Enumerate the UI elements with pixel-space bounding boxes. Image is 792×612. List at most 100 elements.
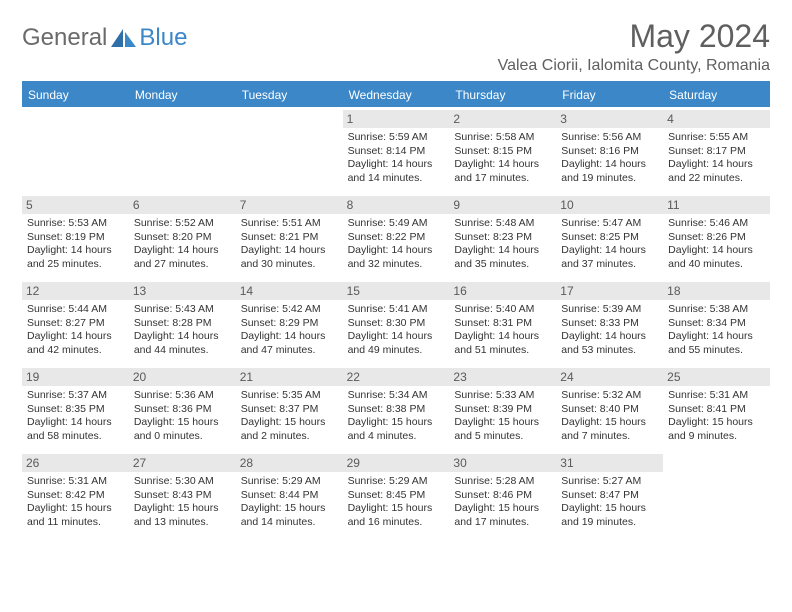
day-info: Sunrise: 5:43 AMSunset: 8:28 PMDaylight:… bbox=[134, 303, 231, 358]
day-info: Sunrise: 5:28 AMSunset: 8:46 PMDaylight:… bbox=[454, 475, 551, 530]
calendar-dow-header: Monday bbox=[129, 83, 236, 107]
daylight-line-2: and 58 minutes. bbox=[27, 430, 124, 444]
daylight-line-1: Daylight: 14 hours bbox=[348, 330, 445, 344]
calendar-day-cell: 14Sunrise: 5:42 AMSunset: 8:29 PMDayligh… bbox=[236, 279, 343, 365]
calendar-day-cell: 19Sunrise: 5:37 AMSunset: 8:35 PMDayligh… bbox=[22, 365, 129, 451]
sunrise-line: Sunrise: 5:44 AM bbox=[27, 303, 124, 317]
sunrise-line: Sunrise: 5:27 AM bbox=[561, 475, 658, 489]
calendar-dow-header: Wednesday bbox=[343, 83, 450, 107]
daylight-line-1: Daylight: 14 hours bbox=[134, 330, 231, 344]
day-number: 9 bbox=[449, 196, 556, 214]
daylight-line-1: Daylight: 14 hours bbox=[668, 244, 765, 258]
sunrise-line: Sunrise: 5:29 AM bbox=[348, 475, 445, 489]
day-number: 18 bbox=[663, 282, 770, 300]
daylight-line-1: Daylight: 14 hours bbox=[561, 244, 658, 258]
day-number: 31 bbox=[556, 454, 663, 472]
day-number: 28 bbox=[236, 454, 343, 472]
daylight-line-2: and 0 minutes. bbox=[134, 430, 231, 444]
day-info: Sunrise: 5:31 AMSunset: 8:42 PMDaylight:… bbox=[27, 475, 124, 530]
title-block: May 2024 Valea Ciorii, Ialomita County, … bbox=[498, 18, 770, 75]
day-info: Sunrise: 5:30 AMSunset: 8:43 PMDaylight:… bbox=[134, 475, 231, 530]
daylight-line-2: and 51 minutes. bbox=[454, 344, 551, 358]
calendar-day-cell: 29Sunrise: 5:29 AMSunset: 8:45 PMDayligh… bbox=[343, 451, 450, 537]
daylight-line-2: and 16 minutes. bbox=[348, 516, 445, 530]
day-number: 30 bbox=[449, 454, 556, 472]
daylight-line-2: and 40 minutes. bbox=[668, 258, 765, 272]
daylight-line-2: and 19 minutes. bbox=[561, 172, 658, 186]
day-info: Sunrise: 5:39 AMSunset: 8:33 PMDaylight:… bbox=[561, 303, 658, 358]
sunset-line: Sunset: 8:23 PM bbox=[454, 231, 551, 245]
daylight-line-1: Daylight: 15 hours bbox=[454, 416, 551, 430]
daylight-line-2: and 17 minutes. bbox=[454, 516, 551, 530]
calendar-day-cell: 15Sunrise: 5:41 AMSunset: 8:30 PMDayligh… bbox=[343, 279, 450, 365]
daylight-line-2: and 11 minutes. bbox=[27, 516, 124, 530]
day-info: Sunrise: 5:48 AMSunset: 8:23 PMDaylight:… bbox=[454, 217, 551, 272]
sunrise-line: Sunrise: 5:41 AM bbox=[348, 303, 445, 317]
sunrise-line: Sunrise: 5:48 AM bbox=[454, 217, 551, 231]
day-info: Sunrise: 5:58 AMSunset: 8:15 PMDaylight:… bbox=[454, 131, 551, 186]
daylight-line-1: Daylight: 14 hours bbox=[348, 158, 445, 172]
day-info: Sunrise: 5:37 AMSunset: 8:35 PMDaylight:… bbox=[27, 389, 124, 444]
calendar-day-cell: 10Sunrise: 5:47 AMSunset: 8:25 PMDayligh… bbox=[556, 193, 663, 279]
day-info: Sunrise: 5:29 AMSunset: 8:44 PMDaylight:… bbox=[241, 475, 338, 530]
day-info: Sunrise: 5:35 AMSunset: 8:37 PMDaylight:… bbox=[241, 389, 338, 444]
sunrise-line: Sunrise: 5:28 AM bbox=[454, 475, 551, 489]
day-number: 6 bbox=[129, 196, 236, 214]
day-number: 5 bbox=[22, 196, 129, 214]
daylight-line-1: Daylight: 14 hours bbox=[454, 158, 551, 172]
calendar-day-cell: 22Sunrise: 5:34 AMSunset: 8:38 PMDayligh… bbox=[343, 365, 450, 451]
day-info: Sunrise: 5:33 AMSunset: 8:39 PMDaylight:… bbox=[454, 389, 551, 444]
sunrise-line: Sunrise: 5:56 AM bbox=[561, 131, 658, 145]
day-info: Sunrise: 5:34 AMSunset: 8:38 PMDaylight:… bbox=[348, 389, 445, 444]
sunrise-line: Sunrise: 5:40 AM bbox=[454, 303, 551, 317]
calendar-day-cell: 2Sunrise: 5:58 AMSunset: 8:15 PMDaylight… bbox=[449, 107, 556, 193]
sunset-line: Sunset: 8:47 PM bbox=[561, 489, 658, 503]
daylight-line-1: Daylight: 15 hours bbox=[241, 502, 338, 516]
daylight-line-2: and 47 minutes. bbox=[241, 344, 338, 358]
daylight-line-1: Daylight: 15 hours bbox=[348, 502, 445, 516]
daylight-line-1: Daylight: 15 hours bbox=[348, 416, 445, 430]
daylight-line-1: Daylight: 15 hours bbox=[668, 416, 765, 430]
day-info: Sunrise: 5:53 AMSunset: 8:19 PMDaylight:… bbox=[27, 217, 124, 272]
day-info: Sunrise: 5:31 AMSunset: 8:41 PMDaylight:… bbox=[668, 389, 765, 444]
daylight-line-1: Daylight: 14 hours bbox=[348, 244, 445, 258]
sunrise-line: Sunrise: 5:34 AM bbox=[348, 389, 445, 403]
day-info: Sunrise: 5:56 AMSunset: 8:16 PMDaylight:… bbox=[561, 131, 658, 186]
daylight-line-2: and 49 minutes. bbox=[348, 344, 445, 358]
sunrise-line: Sunrise: 5:53 AM bbox=[27, 217, 124, 231]
daylight-line-1: Daylight: 14 hours bbox=[134, 244, 231, 258]
calendar-dow-header: Sunday bbox=[22, 83, 129, 107]
daylight-line-2: and 35 minutes. bbox=[454, 258, 551, 272]
sunset-line: Sunset: 8:38 PM bbox=[348, 403, 445, 417]
sunset-line: Sunset: 8:31 PM bbox=[454, 317, 551, 331]
day-number: 1 bbox=[343, 110, 450, 128]
calendar-empty-cell bbox=[236, 107, 343, 193]
daylight-line-2: and 55 minutes. bbox=[668, 344, 765, 358]
daylight-line-2: and 5 minutes. bbox=[454, 430, 551, 444]
sunset-line: Sunset: 8:21 PM bbox=[241, 231, 338, 245]
sunrise-line: Sunrise: 5:58 AM bbox=[454, 131, 551, 145]
calendar-day-cell: 4Sunrise: 5:55 AMSunset: 8:17 PMDaylight… bbox=[663, 107, 770, 193]
sunset-line: Sunset: 8:22 PM bbox=[348, 231, 445, 245]
sunrise-line: Sunrise: 5:30 AM bbox=[134, 475, 231, 489]
day-info: Sunrise: 5:29 AMSunset: 8:45 PMDaylight:… bbox=[348, 475, 445, 530]
sunset-line: Sunset: 8:19 PM bbox=[27, 231, 124, 245]
day-number: 15 bbox=[343, 282, 450, 300]
sunrise-line: Sunrise: 5:33 AM bbox=[454, 389, 551, 403]
daylight-line-1: Daylight: 14 hours bbox=[241, 330, 338, 344]
sunset-line: Sunset: 8:35 PM bbox=[27, 403, 124, 417]
calendar-empty-cell bbox=[22, 107, 129, 193]
sunset-line: Sunset: 8:40 PM bbox=[561, 403, 658, 417]
sunset-line: Sunset: 8:28 PM bbox=[134, 317, 231, 331]
sunset-line: Sunset: 8:26 PM bbox=[668, 231, 765, 245]
daylight-line-2: and 53 minutes. bbox=[561, 344, 658, 358]
calendar-day-cell: 8Sunrise: 5:49 AMSunset: 8:22 PMDaylight… bbox=[343, 193, 450, 279]
daylight-line-1: Daylight: 14 hours bbox=[27, 330, 124, 344]
daylight-line-2: and 2 minutes. bbox=[241, 430, 338, 444]
sunset-line: Sunset: 8:46 PM bbox=[454, 489, 551, 503]
sunset-line: Sunset: 8:25 PM bbox=[561, 231, 658, 245]
sunrise-line: Sunrise: 5:55 AM bbox=[668, 131, 765, 145]
day-number: 3 bbox=[556, 110, 663, 128]
calendar-day-cell: 6Sunrise: 5:52 AMSunset: 8:20 PMDaylight… bbox=[129, 193, 236, 279]
day-info: Sunrise: 5:49 AMSunset: 8:22 PMDaylight:… bbox=[348, 217, 445, 272]
